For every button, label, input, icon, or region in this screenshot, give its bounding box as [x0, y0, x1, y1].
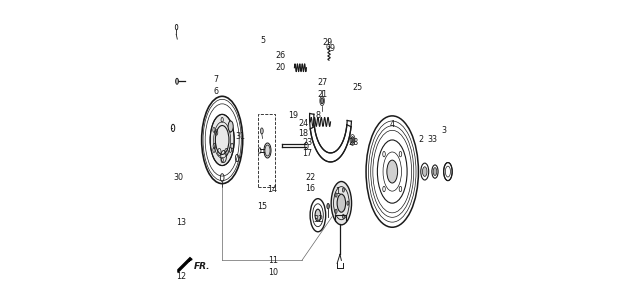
- Text: 27: 27: [317, 78, 328, 87]
- Text: 8: 8: [316, 111, 321, 120]
- Text: 23: 23: [302, 138, 312, 147]
- Text: 14: 14: [267, 185, 277, 194]
- Text: 28: 28: [348, 138, 358, 147]
- Ellipse shape: [331, 182, 351, 225]
- Ellipse shape: [422, 167, 427, 176]
- Ellipse shape: [210, 114, 234, 166]
- Text: 10: 10: [268, 268, 278, 277]
- Ellipse shape: [321, 98, 324, 104]
- Text: 11: 11: [268, 256, 278, 265]
- Text: 9: 9: [330, 44, 335, 53]
- Ellipse shape: [351, 137, 354, 143]
- Ellipse shape: [387, 160, 397, 183]
- Ellipse shape: [228, 121, 233, 132]
- Text: 17: 17: [302, 149, 312, 158]
- Ellipse shape: [335, 209, 337, 213]
- Text: 18: 18: [298, 129, 308, 138]
- Text: 33: 33: [428, 135, 437, 144]
- Text: 15: 15: [257, 202, 268, 211]
- Text: 20: 20: [276, 63, 286, 72]
- Text: 24: 24: [298, 119, 308, 128]
- Text: 12: 12: [177, 272, 187, 281]
- Text: 22: 22: [305, 173, 316, 182]
- Ellipse shape: [337, 194, 346, 212]
- Text: 2: 2: [419, 135, 424, 144]
- Text: 25: 25: [353, 83, 363, 92]
- Ellipse shape: [433, 168, 437, 175]
- Text: 6: 6: [214, 87, 219, 96]
- Polygon shape: [178, 258, 192, 272]
- Text: FR.: FR.: [194, 262, 211, 271]
- Ellipse shape: [342, 214, 344, 219]
- Text: 13: 13: [176, 218, 186, 227]
- Ellipse shape: [327, 203, 330, 209]
- Text: 21: 21: [317, 90, 328, 99]
- Ellipse shape: [264, 143, 271, 158]
- Text: 19: 19: [288, 111, 298, 120]
- Text: 29: 29: [323, 38, 333, 47]
- Text: 31: 31: [236, 132, 245, 141]
- Ellipse shape: [335, 193, 337, 197]
- Ellipse shape: [175, 78, 179, 84]
- Text: 4: 4: [389, 120, 394, 129]
- Text: 26: 26: [276, 51, 286, 60]
- Text: 30: 30: [173, 173, 184, 182]
- Text: 32: 32: [314, 215, 324, 224]
- Text: 3: 3: [442, 126, 447, 135]
- Text: 5: 5: [260, 36, 266, 45]
- Ellipse shape: [342, 188, 344, 192]
- Text: 16: 16: [305, 184, 316, 193]
- Bar: [259, 114, 275, 187]
- Ellipse shape: [260, 128, 263, 134]
- Text: 1: 1: [335, 187, 340, 196]
- Ellipse shape: [347, 201, 349, 205]
- Ellipse shape: [315, 209, 321, 221]
- Text: 7: 7: [214, 75, 219, 84]
